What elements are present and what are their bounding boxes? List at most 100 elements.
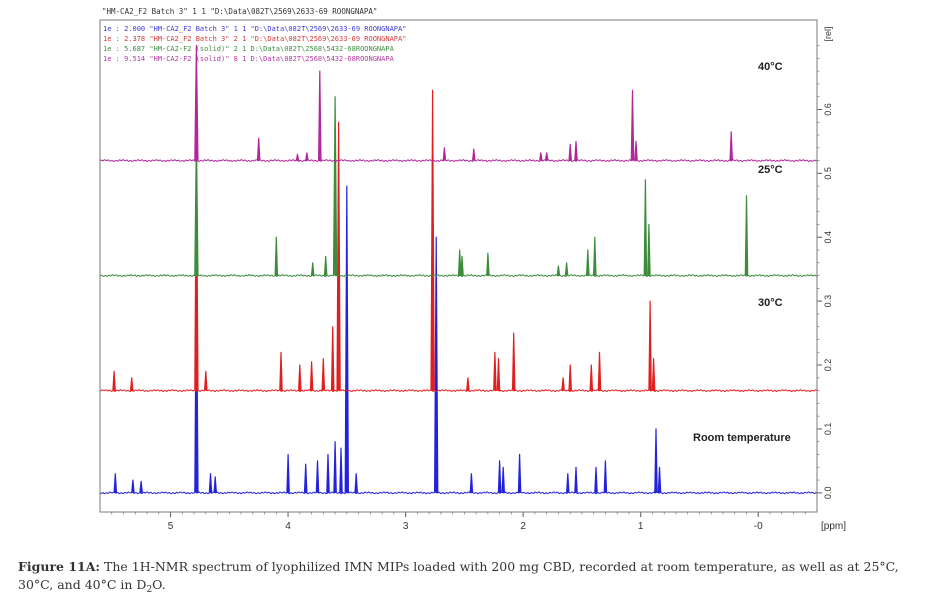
spectrum-peak — [310, 262, 315, 276]
nmr-spectrum-plot: 0.00.10.20.30.40.50.6[rel] 5 4 3 2 1 -0 [ppm] … — [0, 0, 943, 555]
spectrum-peak — [568, 364, 572, 391]
spectrum-peak — [442, 147, 447, 161]
spectrum-peak — [556, 265, 561, 276]
spectrum-peak — [469, 473, 474, 493]
legend-entry: 1e : 9.514 "HM-CA2-F2 (solid)" 8 1 D:\Da… — [103, 55, 395, 63]
spectrum-peak — [574, 466, 578, 493]
spectrum-peak — [113, 473, 118, 493]
spectrum-peak — [566, 473, 570, 493]
spectrum-peak — [643, 179, 648, 276]
spectrum-peak — [339, 447, 343, 493]
spectrum-peak — [336, 121, 341, 391]
spectrum-peak — [657, 466, 662, 493]
x-tick-label: 4 — [285, 521, 291, 532]
spectrum-peak — [460, 255, 464, 276]
spectrum-peak — [131, 479, 135, 493]
y-tick-label: 0.6 — [823, 103, 833, 116]
spectrum-baseline-2 — [99, 273, 818, 278]
spectrum-peak — [457, 249, 462, 276]
spectrum-peak — [544, 152, 549, 161]
legend: "HM-CA2_F2 Batch 3" 1 1 "D:\Data\082T\25… — [102, 7, 406, 63]
x-tick-label: 1 — [638, 521, 644, 532]
spectrum-peak — [332, 96, 338, 276]
spectrum-peak — [517, 453, 522, 493]
spectrum-peak — [511, 332, 516, 391]
y-tick-label: 0.2 — [823, 359, 833, 372]
series-label: Room temperature — [693, 432, 791, 444]
spectrum-peak — [129, 377, 134, 391]
legend-entry: 1e : 5.687 "HM-CA2-F2 (solid)" 2 1 D:\Da… — [103, 45, 395, 53]
series-label: 30°C — [758, 297, 783, 309]
spectrum-peak — [486, 252, 490, 276]
spectrum-peak — [309, 361, 314, 391]
spectrum-peak — [330, 326, 335, 391]
spectrum-peak — [603, 460, 608, 493]
x-tick-label: 3 — [403, 521, 409, 532]
spectrum-peak — [303, 463, 308, 493]
y-axis: 0.0 0.1 0.2 0.3 0.4 0.5 0.6 [rel] — [817, 26, 833, 499]
spectrum-peak — [139, 480, 143, 493]
spectrum-peak — [574, 140, 578, 161]
spectrum-peak — [295, 153, 300, 161]
spectrum-peak — [315, 460, 320, 493]
legend-entry: 1e : 2.000 "HM-CA2_F2 Batch 3" 1 1 "D:\D… — [103, 25, 406, 33]
spectrum-peak — [326, 453, 330, 493]
spectrum-peak — [472, 148, 476, 161]
spectrum-peak — [568, 144, 572, 161]
spectrum-peak — [593, 236, 597, 276]
spectrum-peak — [112, 370, 116, 391]
spectrum-peak — [501, 466, 505, 493]
spectrum-peak — [493, 351, 497, 391]
legend-entry: 1e : 2.378 "HM-CA2_F2 Batch 3" 2 1 "D:\D… — [103, 35, 406, 43]
spectrum-peak — [256, 137, 261, 161]
y-tick-label: 0.3 — [823, 295, 833, 308]
spectrum-peak — [321, 358, 326, 391]
spectrum-peak — [497, 460, 502, 493]
spectrum-peak — [318, 70, 322, 161]
spectrum-peak — [286, 453, 290, 493]
spectrum-peak — [654, 428, 658, 493]
x-tick-label: 5 — [168, 521, 174, 532]
spectrum-peak — [194, 45, 199, 161]
spectrum-peak — [634, 140, 638, 161]
caption-label: Figure 11A: — [18, 559, 101, 574]
spectrum-peak — [466, 377, 470, 391]
series-labels: Room temperature 30°C 25°C 40°C — [693, 61, 791, 444]
spectrum-peak — [648, 300, 652, 391]
spectrum-peak — [564, 262, 569, 276]
spectrum-peak — [561, 377, 565, 391]
spectrum-peak — [333, 441, 337, 493]
plot-background — [0, 0, 943, 555]
spectrum-baseline-3 — [99, 158, 818, 163]
caption-subscript: 2 — [146, 585, 153, 595]
x-axis: 5 4 3 2 1 -0 [ppm] — [111, 512, 846, 532]
y-tick-label: 0.4 — [823, 231, 833, 244]
series-label: 40°C — [758, 61, 783, 73]
y-tick-label: 0.1 — [823, 423, 833, 436]
spectrum-peak — [213, 476, 217, 493]
spectrum-peak — [305, 152, 309, 161]
y-tick-label: 0.5 — [823, 167, 833, 180]
y-tick-label: 0.0 — [823, 487, 833, 500]
spectrum-baseline-0 — [99, 491, 818, 495]
spectrum-peak — [208, 473, 213, 493]
spectrum-peak — [630, 89, 635, 161]
x-axis-label: [ppm] — [821, 521, 846, 532]
spectrum-peak — [651, 358, 656, 391]
spectrum-3 — [99, 45, 818, 163]
spectrum-peak — [496, 358, 501, 391]
spectrum-peak — [744, 195, 749, 276]
spectrum-peak — [647, 223, 651, 276]
spectrum-peak — [586, 249, 590, 276]
spectrum-peak — [597, 351, 602, 391]
spectrum-peak — [323, 255, 328, 276]
plot-frame — [99, 19, 818, 513]
spectrum-peak — [539, 152, 543, 161]
spectra — [99, 45, 818, 495]
spectrum-peak — [354, 473, 358, 493]
spectrum-peak — [279, 351, 283, 391]
x-tick-label: 2 — [520, 521, 526, 532]
spectrum-baseline-1 — [99, 388, 818, 393]
spectrum-peak — [434, 236, 439, 493]
